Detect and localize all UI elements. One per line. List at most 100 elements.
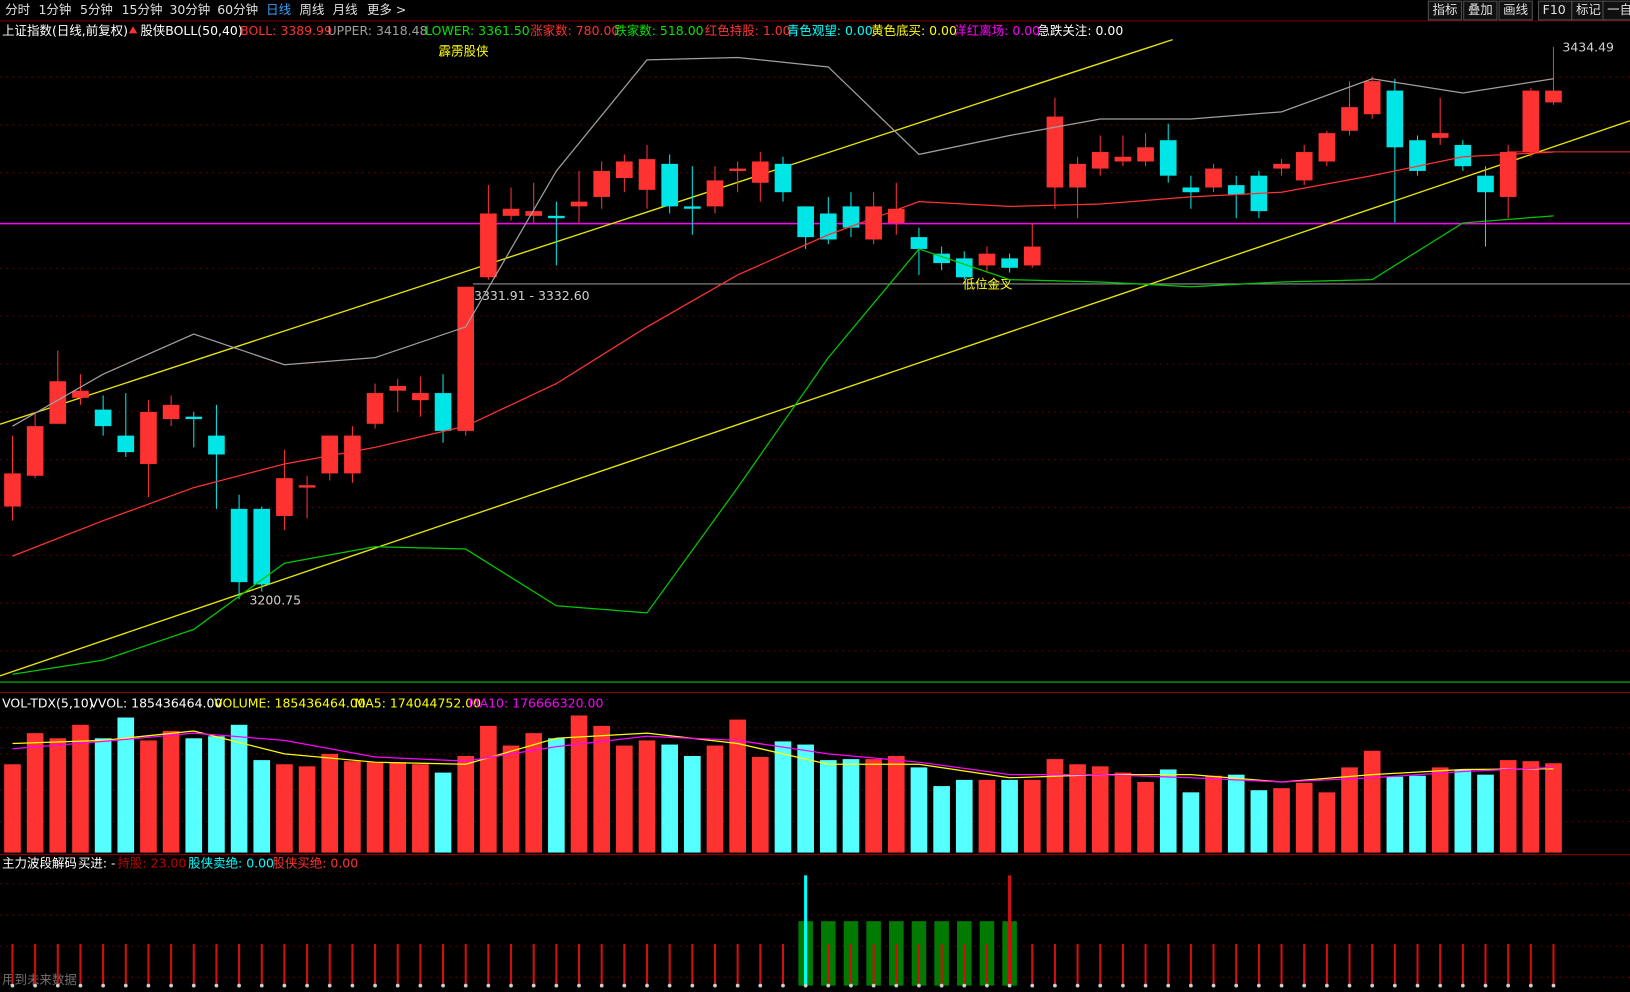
volume-bar [1431, 767, 1449, 853]
indicator-label: 主力波段解码 [2, 855, 77, 870]
candle-body [978, 253, 996, 266]
toolbar-button[interactable] [1463, 0, 1498, 21]
toolbar-tab[interactable]: 周线 [299, 2, 324, 17]
indicator-label: 洋红离场: 0.00 [954, 23, 1040, 38]
candle-body [1386, 90, 1404, 148]
boll-line [12, 215, 1554, 675]
volume-bar [1454, 769, 1472, 853]
toolbar-button-label[interactable]: 指标 [1432, 2, 1457, 17]
indicator-label: 股侠卖绝: 0.00 [188, 855, 274, 870]
volume-bar [457, 755, 475, 853]
volume-bar [570, 715, 588, 853]
volume-bar [616, 745, 633, 853]
toolbar-tab[interactable]: 30分钟 [169, 2, 210, 17]
toolbar-tab[interactable]: 1分钟 [38, 2, 71, 17]
toolbar-button-label[interactable]: F10 [1543, 2, 1566, 17]
toolbar-button-label[interactable]: 画线 [1503, 2, 1528, 17]
toolbar-button[interactable] [1602, 0, 1630, 21]
signal-dot [1189, 983, 1193, 988]
candle-body [4, 473, 21, 507]
candle-body [480, 213, 497, 278]
signal-dot [78, 983, 83, 988]
signal-dot [1347, 983, 1352, 988]
indicator-label: MA5: 174044752.00 [354, 695, 481, 710]
indicator-label: UPPER: 3418.48 [327, 23, 427, 38]
candle-body [162, 404, 180, 420]
candle-body [797, 206, 814, 238]
candle-body [412, 393, 429, 401]
signal-dot [1234, 983, 1239, 988]
volume-bar [706, 745, 724, 853]
signal-dot [1415, 983, 1420, 988]
candle-body [321, 435, 339, 474]
toolbar-button-label[interactable]: 标记 [1576, 2, 1601, 17]
signal-dot [554, 983, 559, 988]
toolbar-tab[interactable]: 更多 > [367, 2, 406, 17]
candle-body [752, 161, 769, 183]
toolbar-button[interactable] [1427, 0, 1463, 21]
toolbar-tab[interactable]: 15分钟 [122, 2, 163, 17]
volume-bar [1114, 772, 1132, 853]
volume-bar [434, 772, 452, 853]
signal-dot [1257, 983, 1261, 988]
trend-line [0, 38, 1173, 425]
candle-body [616, 161, 633, 179]
toolbar-tab[interactable]: 月线 [333, 2, 358, 17]
candle-body [72, 390, 89, 398]
signal-dot [826, 983, 831, 988]
arrow-icon [128, 26, 138, 34]
toolbar-tab[interactable]: 分时 [5, 2, 30, 17]
signal-dot [1007, 983, 1012, 988]
indicator-label: 涨家数: 780.00 [530, 23, 619, 38]
candle-body [661, 163, 678, 207]
signal-dot [577, 983, 581, 988]
volume-bar [94, 738, 112, 853]
toolbar-tab[interactable]: 60分钟 [217, 2, 258, 17]
volume-bar [1023, 779, 1041, 853]
brand-label: 霹雳股侠 [439, 44, 489, 59]
toolbar-button[interactable] [1498, 0, 1533, 21]
toolbar-tab[interactable]: 5分钟 [80, 2, 113, 17]
signal-dot [191, 983, 196, 988]
volume-bar [774, 741, 792, 853]
signal-dot [10, 983, 15, 988]
boll-line [12, 56, 1554, 427]
candle-body [1341, 107, 1358, 131]
volume-bar [253, 760, 271, 853]
volume-bar [548, 738, 565, 853]
signal-dot [622, 983, 627, 988]
indicator-label: LOWER: 3361.50 [425, 23, 530, 38]
indicator-label: 股侠BOLL(50,40) [140, 23, 242, 38]
volume-bar [162, 731, 180, 853]
candle-body [1137, 147, 1154, 162]
signal-dot [1392, 983, 1397, 988]
toolbar-tab[interactable]: 日线 [266, 2, 291, 17]
signal-dot [1460, 983, 1465, 988]
signal-dot [259, 983, 264, 988]
signal-dot [327, 983, 332, 988]
volume-bar [117, 717, 135, 853]
candle-body [1545, 90, 1562, 103]
volume-bar [344, 761, 361, 853]
candle-body [887, 208, 905, 223]
signal-dot [1506, 983, 1511, 988]
signal-dot [441, 983, 445, 988]
signal-dot [1279, 983, 1284, 988]
volume-bar [276, 764, 293, 853]
indicator-label: 红色持股: 1.00 [705, 23, 791, 38]
candle-body [1499, 152, 1517, 197]
signal-dot [985, 983, 989, 988]
candle-body [729, 168, 746, 171]
volume-bar [1341, 767, 1358, 853]
cross-label: 低位金叉 [963, 276, 1013, 291]
toolbar-button-label[interactable]: 叠加 [1468, 2, 1493, 17]
signal-dot [395, 983, 400, 988]
toolbar-button-label[interactable]: 一自 [1607, 2, 1630, 17]
indicator-label: MA10: 176666320.00 [469, 695, 604, 710]
candle-body [525, 211, 543, 216]
volume-bar [1545, 763, 1562, 853]
signal-dot [373, 983, 377, 988]
volume-bar [412, 764, 429, 853]
signal-dot [1030, 983, 1035, 988]
